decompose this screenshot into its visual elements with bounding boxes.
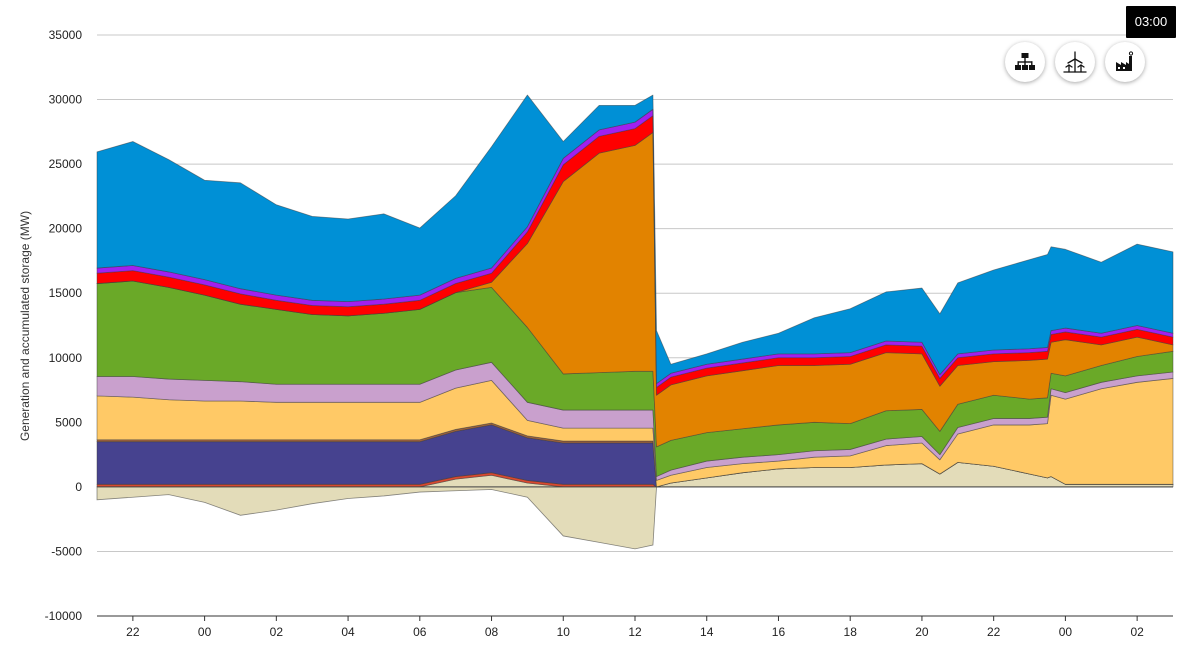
- y-tick-label: 35000: [49, 28, 83, 42]
- axis-layer: 35000 30000 25000 20000 15000 10000 5000 0 -5000…: [45, 28, 1173, 639]
- hierarchy-button[interactable]: [1005, 42, 1045, 82]
- y-axis-title: Generation and accumulated storage (MW): [18, 211, 32, 441]
- factory-icon: [1116, 51, 1134, 71]
- x-tick-label: 22: [987, 625, 1001, 639]
- x-tick-label: 08: [485, 625, 499, 639]
- wind-turbine-icon: [1063, 51, 1087, 73]
- y-tick-label: 20000: [49, 222, 83, 236]
- x-tick-label: 02: [1130, 625, 1144, 639]
- x-tick-label: 20: [915, 625, 929, 639]
- y-tick-label: 10000: [49, 351, 83, 365]
- area-series-storage-charge: [96, 486, 1173, 550]
- y-tick-label: 25000: [49, 157, 83, 171]
- x-tick-label: 18: [844, 625, 858, 639]
- y-tick-label: 0: [75, 480, 82, 494]
- x-tick-label: 06: [413, 625, 427, 639]
- x-tick-label: 00: [198, 625, 212, 639]
- y-tick-label: 5000: [55, 415, 82, 429]
- x-tick-label: 22: [126, 625, 140, 639]
- x-tick-label: 12: [628, 625, 642, 639]
- y-tick-label: -10000: [45, 609, 83, 623]
- wind-turbine-button[interactable]: [1055, 42, 1095, 82]
- y-tick-label: 15000: [49, 286, 83, 300]
- y-tick-label: 30000: [49, 93, 83, 107]
- time-badge: 03:00: [1126, 6, 1176, 38]
- x-tick-label: 04: [341, 625, 355, 639]
- area-series-blue: [96, 94, 1174, 384]
- hierarchy-icon: [1015, 53, 1035, 70]
- x-tick-label: 10: [557, 625, 571, 639]
- x-tick-label: 00: [1059, 625, 1073, 639]
- x-tick-label: 14: [700, 625, 714, 639]
- x-tick-label: 02: [270, 625, 284, 639]
- series-layer: [96, 94, 1174, 550]
- factory-button[interactable]: [1105, 42, 1145, 82]
- y-tick-label: -5000: [51, 544, 82, 558]
- x-tick-label: 16: [772, 625, 786, 639]
